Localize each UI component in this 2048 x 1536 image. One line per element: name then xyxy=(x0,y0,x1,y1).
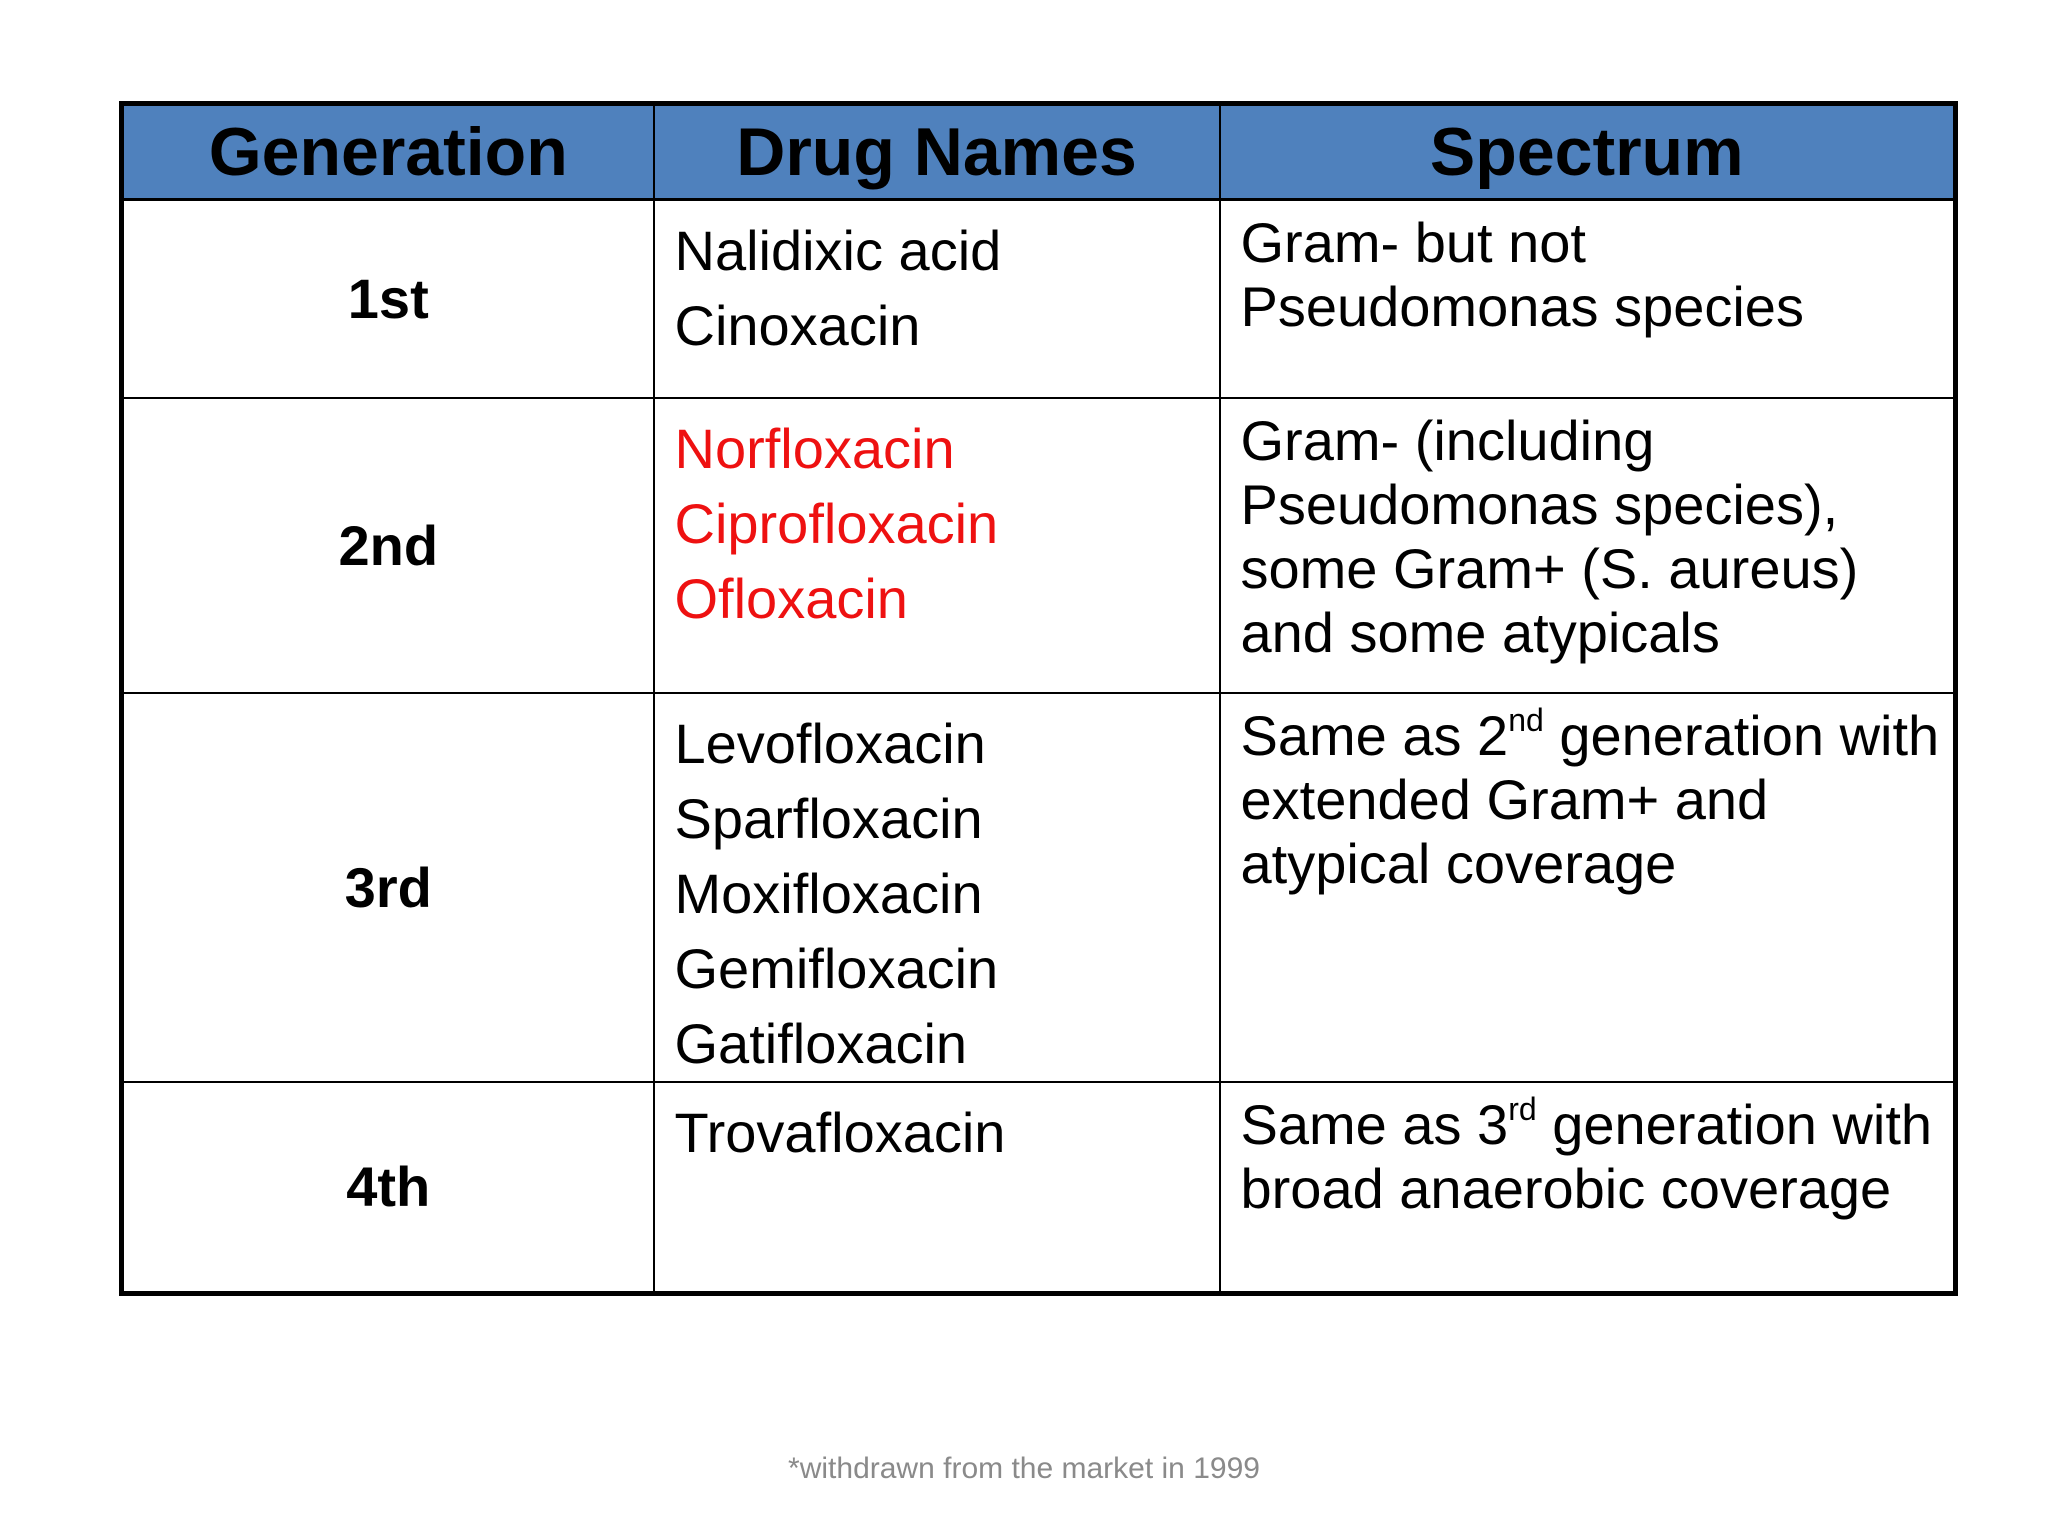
spectrum-post: generation with extended Gram+ and atypi… xyxy=(1240,704,1940,895)
generation-cell: 2nd xyxy=(120,397,655,694)
drug-name: Levofloxacin xyxy=(674,712,986,775)
header-drug-names: Drug Names xyxy=(652,102,1221,201)
drug-name: Cinoxacin xyxy=(674,294,921,357)
generation-cell: 1st xyxy=(120,198,655,399)
spectrum-cell: Gram- but not Pseudomonas species xyxy=(1218,198,1957,399)
drug-names-cell: Norfloxacin Ciprofloxacin Ofloxacin xyxy=(652,397,1221,694)
drug-names-cell: Nalidixic acid Cinoxacin xyxy=(652,198,1221,399)
table-row: 1st Nalidixic acid Cinoxacin Gram- but n… xyxy=(120,198,1957,399)
spectrum-pre: Same as 3 xyxy=(1240,1093,1509,1156)
spectrum-text: Gram- (including Pseudomonas species), s… xyxy=(1240,409,1859,664)
header-row: Generation Drug Names Spectrum xyxy=(120,102,1957,201)
drug-name: Ciprofloxacin xyxy=(674,492,999,555)
drug-name: Ofloxacin xyxy=(674,567,908,630)
spectrum-pre: Same as 2 xyxy=(1240,704,1509,767)
drug-name: Moxifloxacin xyxy=(674,862,983,925)
drug-name: Sparfloxacin xyxy=(674,787,983,850)
table-row: 3rd Levofloxacin Sparfloxacin Moxifloxac… xyxy=(120,692,1957,1083)
drug-names-cell: Trovafloxacin xyxy=(652,1081,1221,1295)
generation-cell: 4th xyxy=(120,1081,655,1295)
spectrum-text: Gram- but not Pseudomonas species xyxy=(1240,211,1804,338)
spectrum-text: Same as 3rd generation with broad anaero… xyxy=(1221,1083,1954,1221)
drug-name: Norfloxacin xyxy=(674,417,955,480)
fluoroquinolone-generations-table: Generation Drug Names Spectrum 1st Nalid… xyxy=(119,101,1958,1296)
drug-name: Trovafloxacin xyxy=(674,1101,1006,1164)
drug-names-cell: Levofloxacin Sparfloxacin Moxifloxacin G… xyxy=(652,692,1221,1083)
spectrum-post: generation with broad anaerobic coverage xyxy=(1240,1093,1933,1220)
spectrum-cell: Same as 2nd generation with extended Gra… xyxy=(1218,692,1957,1083)
table-row: 2nd Norfloxacin Ciprofloxacin Ofloxacin … xyxy=(120,397,1957,694)
header-spectrum: Spectrum xyxy=(1218,102,1957,201)
footnote: *withdrawn from the market in 1999 xyxy=(788,1452,1260,1485)
drug-name: Nalidixic acid xyxy=(674,219,1002,282)
generation-cell: 3rd xyxy=(120,692,655,1083)
spectrum-cell: Same as 3rd generation with broad anaero… xyxy=(1218,1081,1957,1295)
drug-name: Gatifloxacin xyxy=(674,1012,968,1075)
table-row: 4th Trovafloxacin Same as 3rd generation… xyxy=(120,1081,1957,1295)
spectrum-cell: Gram- (including Pseudomonas species), s… xyxy=(1218,397,1957,694)
spectrum-text: Same as 2nd generation with extended Gra… xyxy=(1221,694,1954,896)
drug-name: Gemifloxacin xyxy=(674,937,999,1000)
header-generation: Generation xyxy=(120,102,655,201)
ordinal-superscript: nd xyxy=(1508,702,1544,739)
ordinal-superscript: rd xyxy=(1508,1091,1537,1128)
